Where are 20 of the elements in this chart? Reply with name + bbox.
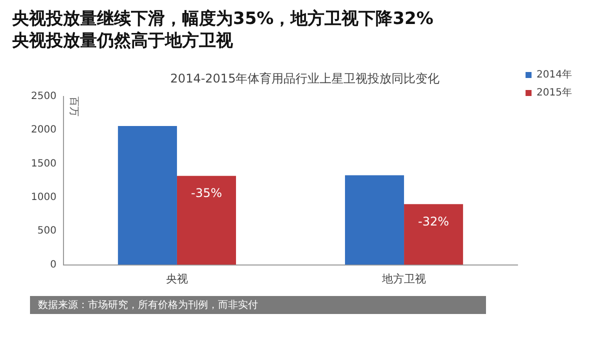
y-tick-label: 2500 (30, 90, 56, 102)
chart-title: 央视投放量继续下滑，幅度为35%，地方卫视下降32% 央视投放量仍然高于地方卫视 (12, 8, 434, 52)
y-axis-title: 百万 (68, 96, 79, 116)
legend-label: 2014年 (536, 68, 572, 81)
y-tick-label: 2000 (30, 124, 56, 136)
y-tick-label: 1000 (30, 192, 56, 204)
chart-subtitle: 2014-2015年体育用品行业上星卫视投放同比变化 (170, 71, 440, 86)
x-tick-label: 央视 (166, 272, 188, 286)
y-tick-label: 1500 (30, 158, 56, 170)
annotation: -32% (418, 214, 450, 228)
x-tick-label: 地方卫视 (381, 272, 426, 286)
y-tick-label: 500 (37, 226, 56, 237)
annotation: -35% (190, 186, 222, 200)
bar (118, 126, 177, 265)
legend-label: 2015年 (536, 86, 572, 99)
bar (176, 176, 236, 265)
y-tick-label: 0 (50, 259, 56, 270)
bar (404, 204, 464, 265)
bar (344, 175, 404, 265)
source-note: 数据来源：市场研究，所有价格为刊例，而非实付 (30, 296, 486, 314)
